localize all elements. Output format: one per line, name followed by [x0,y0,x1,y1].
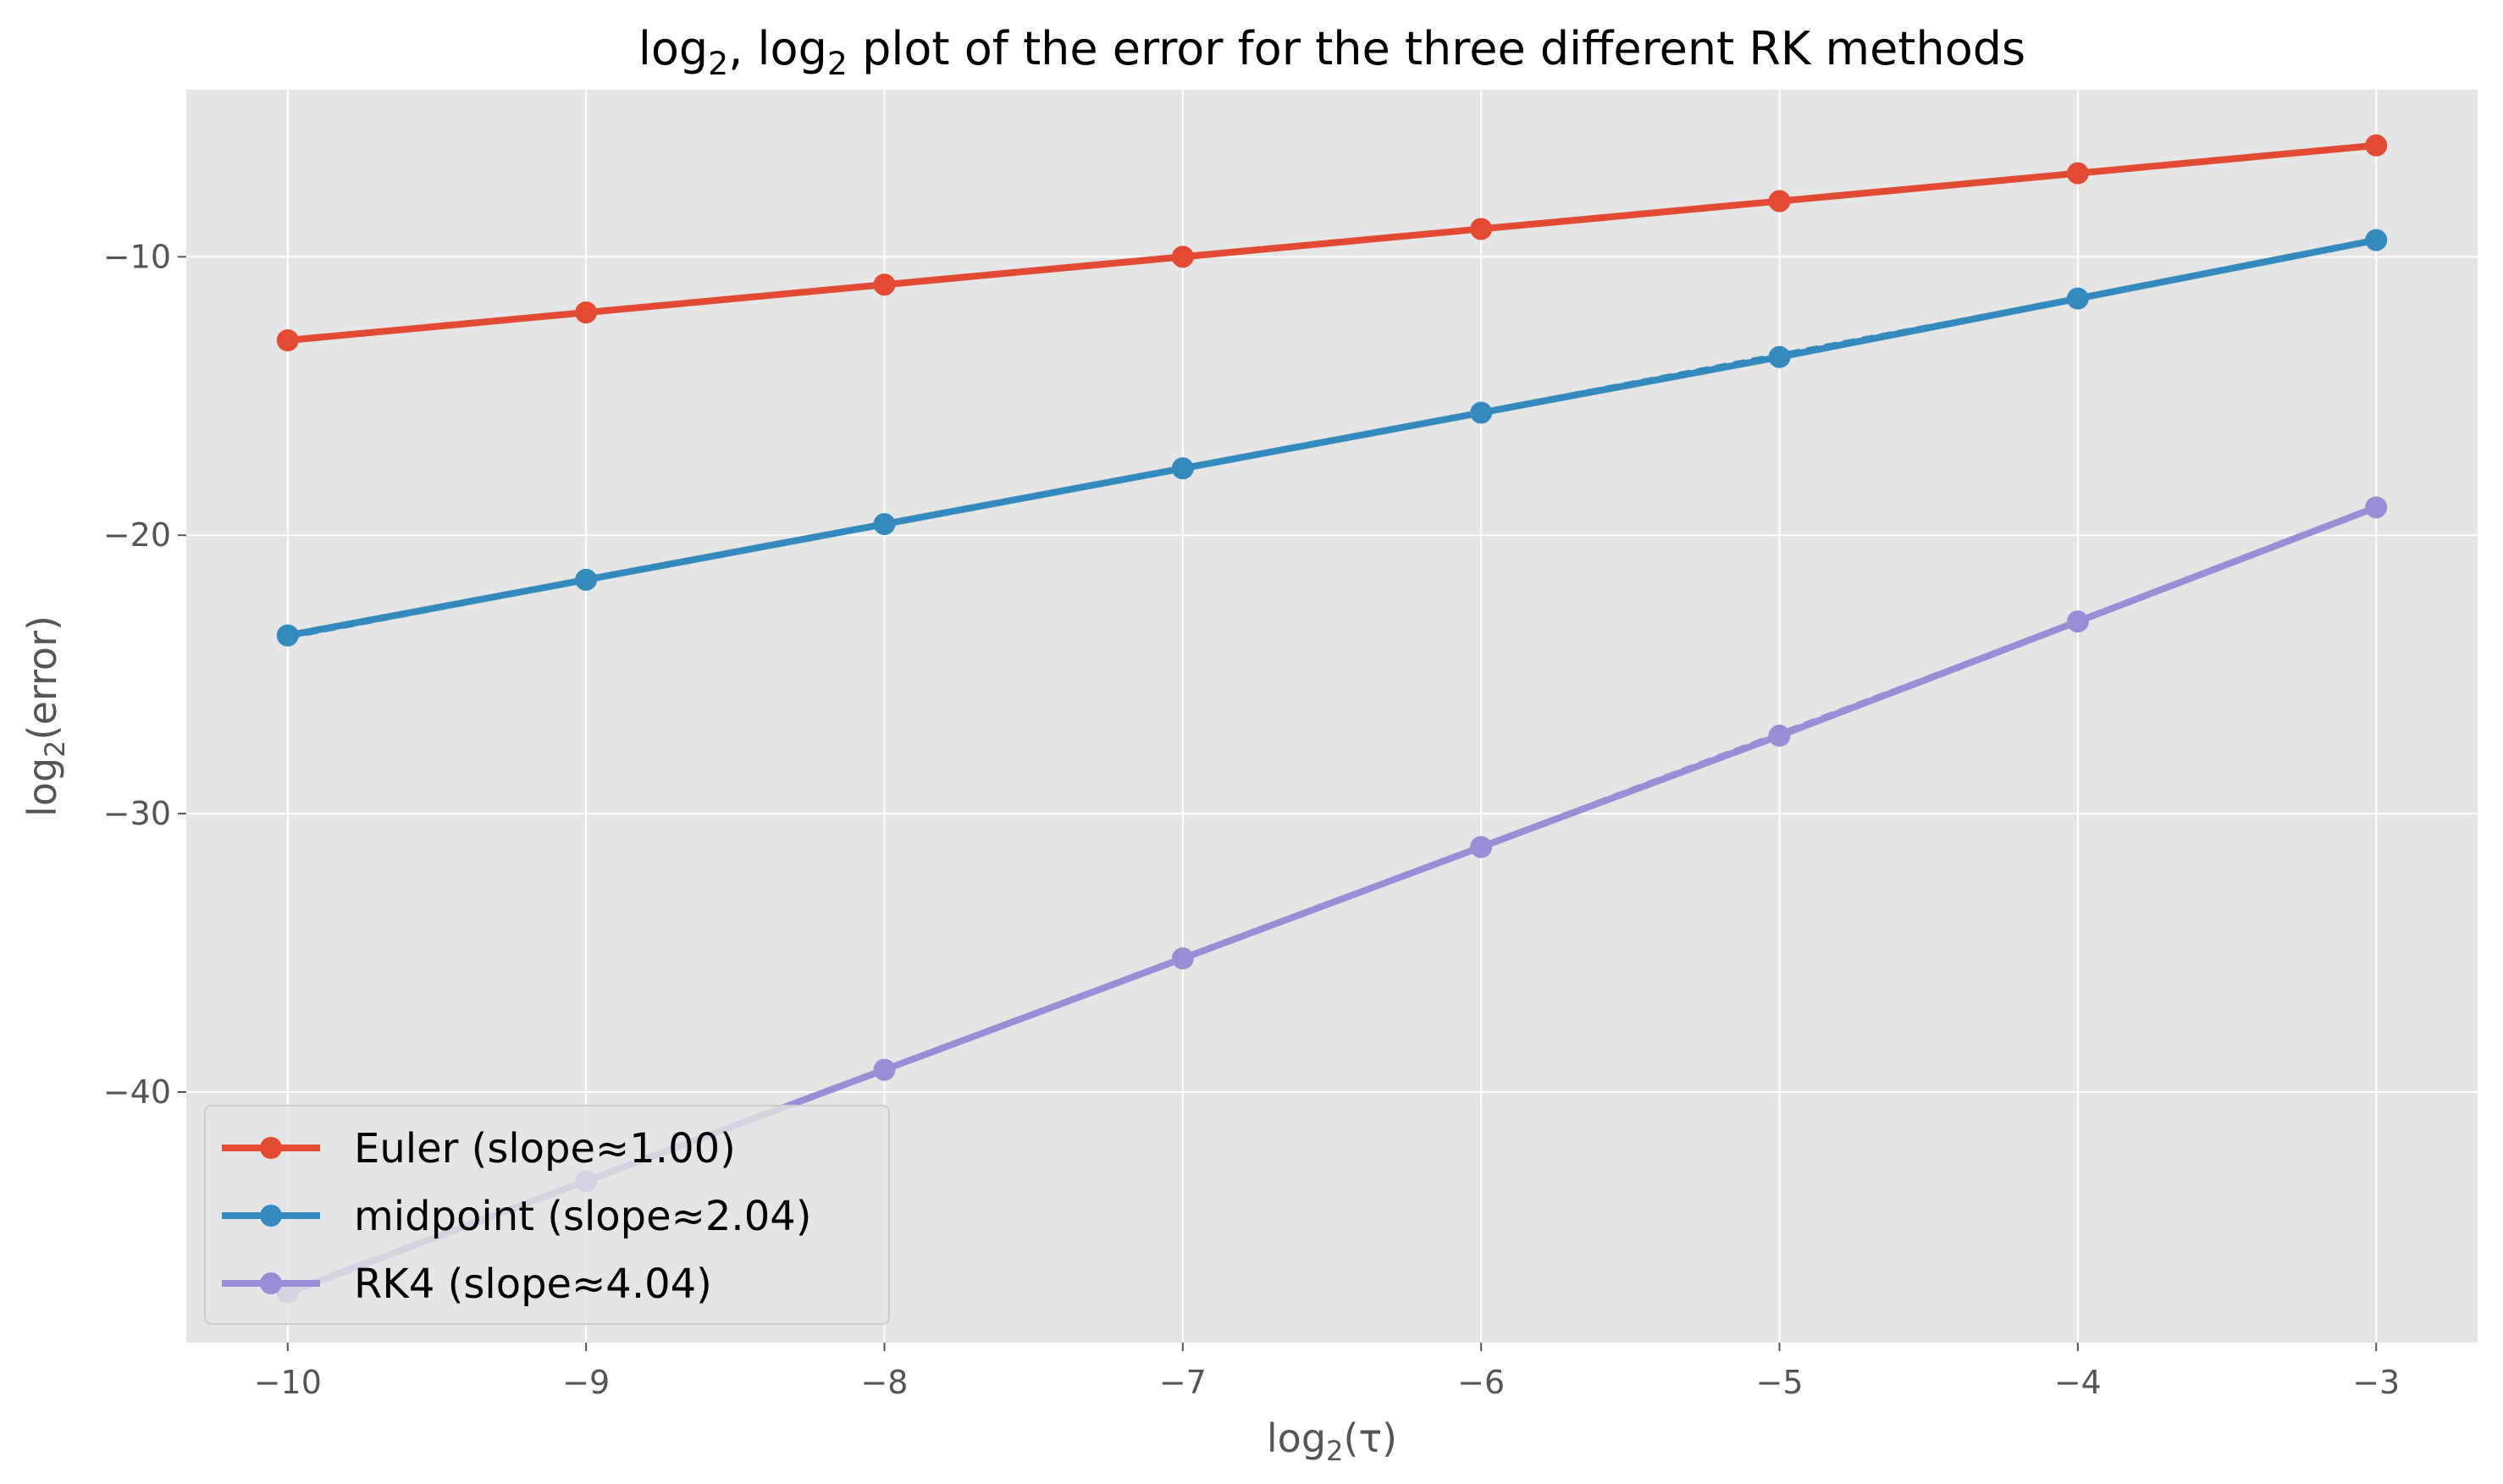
x-tick-label: −9 [562,1364,610,1401]
legend-box [204,1105,890,1325]
data-point [2066,162,2089,185]
y-tick-label: −40 [103,1073,171,1111]
data-point [2365,134,2388,157]
data-point [1470,401,1493,424]
y-axis-label: log2(error) [19,615,71,817]
data-point [276,329,299,351]
x-tick-label: −4 [2054,1364,2102,1401]
legend-item-1: midpoint (slope≈2.04) [222,1193,812,1240]
data-point [2365,229,2388,251]
y-tick-label: −10 [103,238,171,275]
data-point [1768,725,1791,748]
x-axis-label: log2(τ) [1267,1415,1397,1467]
data-point [873,513,896,536]
legend-marker [260,1137,282,1159]
data-point [1171,245,1194,268]
x-tick-label: −6 [1457,1364,1505,1401]
series-line [284,236,2380,639]
data-point [276,624,299,647]
data-point [1768,345,1791,368]
x-tick-label: −7 [1159,1364,1207,1401]
legend-marker [260,1272,282,1294]
x-tick-label: −10 [254,1364,322,1401]
legend-item-2: RK4 (slope≈4.04) [222,1261,712,1308]
x-axis-ticks: −10 −9 −8 −7 −6 −5 −4 −3 [254,1343,2400,1401]
y-tick-label: −30 [103,795,171,832]
data-point [575,568,598,591]
data-point [1470,218,1493,240]
series-line [284,141,2380,344]
data-point [873,1058,896,1081]
x-tick-label: −8 [860,1364,908,1401]
data-point [575,301,598,324]
data-point [873,273,896,296]
data-point [2066,610,2089,633]
legend-label: RK4 (slope≈4.04) [354,1261,712,1308]
data-point [2365,496,2388,519]
chart-title: log2, log2 plot of the error for the thr… [638,22,2025,82]
data-point [1171,457,1194,480]
legend-label: Euler (slope≈1.00) [354,1125,736,1172]
legend: Euler (slope≈1.00) midpoint (slope≈2.04) R… [204,1105,890,1325]
y-tick-label: −20 [103,516,171,554]
series-0 [276,134,2388,351]
data-point [1768,190,1791,212]
legend-marker [260,1205,282,1227]
y-axis-ticks: −10 −20 −30 −40 [103,238,186,1111]
grid [186,90,2478,1343]
data-point [1470,836,1493,858]
data-point [2066,287,2089,310]
legend-item-0: Euler (slope≈1.00) [222,1125,736,1172]
data-point [1171,947,1194,970]
legend-label: midpoint (slope≈2.04) [354,1193,812,1240]
series-1 [276,229,2388,647]
x-tick-label: −3 [2352,1364,2400,1401]
x-tick-label: −5 [1756,1364,1804,1401]
